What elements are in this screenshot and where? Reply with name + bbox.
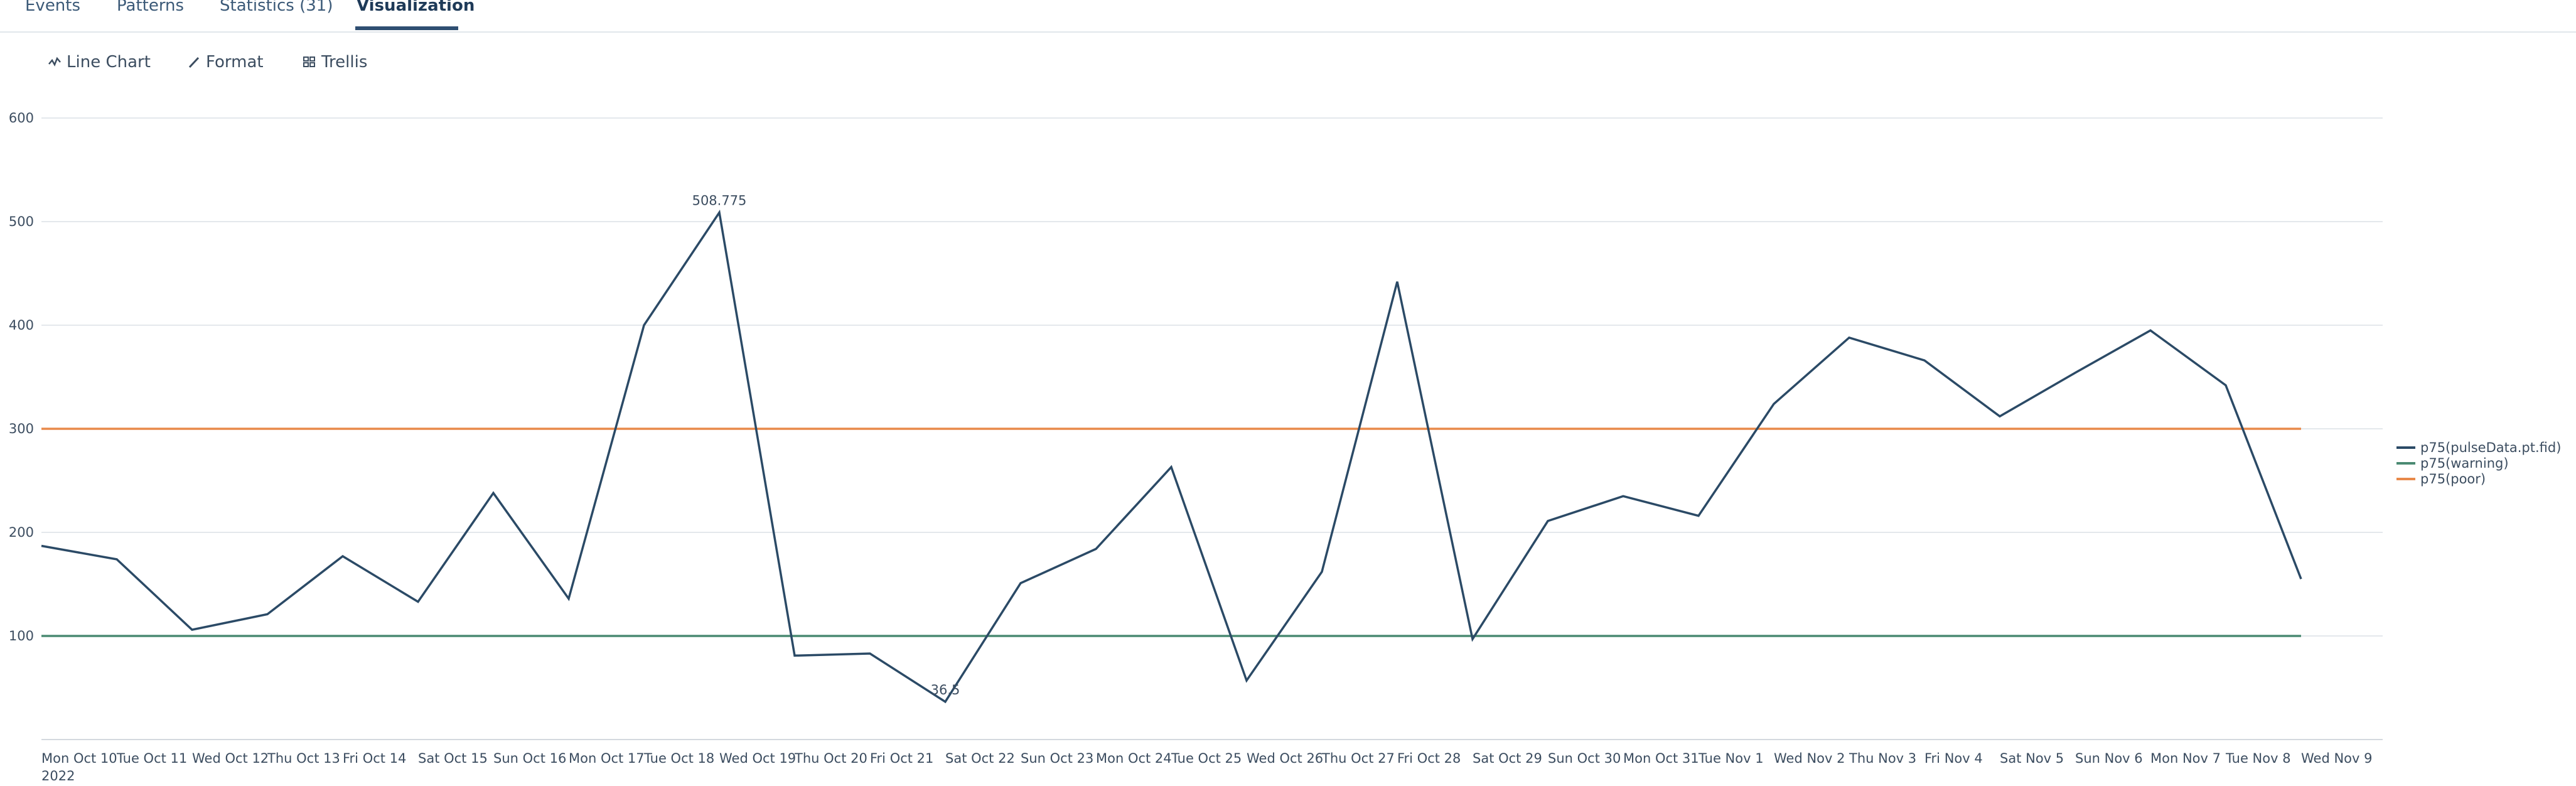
active-tab-indicator [355,26,458,30]
x-tick-label: Sat Nov 5 [2000,751,2064,766]
data-label: 36.5 [931,682,960,697]
format-label: Format [206,53,264,72]
tab-visualization[interactable]: Visualization [357,0,475,15]
y-tick-label: 100 [9,628,34,643]
y-tick-label: 200 [9,525,34,540]
x-tick-label: Thu Oct 20 [794,751,867,766]
x-tick-label: Wed Nov 2 [1774,751,1845,766]
brush-icon [187,55,201,69]
x-year-label: 2022 [41,768,75,783]
x-tick-label: Mon Oct 10 [41,751,117,766]
trellis-label: Trellis [321,53,368,72]
x-tick-label: Tue Oct 25 [1171,751,1242,766]
y-tick-label: 500 [9,214,34,229]
y-tick-label: 400 [9,318,34,333]
tab-patterns[interactable]: Patterns [117,0,185,15]
line-chart-icon [48,55,62,69]
x-tick-label: Mon Oct 17 [569,751,645,766]
x-tick-label: Tue Oct 11 [116,751,187,766]
data-label: 508.775 [692,193,747,208]
x-tick-label: Fri Oct 14 [343,751,406,766]
x-tick-label: Mon Oct 31 [1623,751,1699,766]
x-tick-label: Sun Oct 30 [1548,751,1621,766]
series-line [41,209,2302,704]
trellis-button[interactable]: Trellis [303,53,367,72]
x-tick-label: Sat Oct 22 [945,751,1015,766]
x-tick-label: Sun Nov 6 [2075,751,2143,766]
x-tick-label: Fri Oct 21 [870,751,933,766]
x-tick-label: Wed Oct 26 [1247,751,1323,766]
x-tick-label: Thu Nov 3 [1849,751,1916,766]
x-tick-label: Thu Oct 27 [1321,751,1395,766]
x-tick-label: Sat Oct 29 [1473,751,1542,766]
x-tick-label: Mon Oct 24 [1096,751,1172,766]
format-button[interactable]: Format [187,53,264,72]
legend-label: p75(warning) [2420,456,2509,471]
line-chart-label: Line Chart [67,53,151,72]
legend-label: p75(pulseData.pt.fid) [2420,440,2561,455]
legend-label: p75(poor) [2420,471,2486,487]
x-tick-label: Sat Oct 15 [418,751,488,766]
x-tick-label: Sun Oct 16 [493,751,566,766]
x-tick-label: Fri Oct 28 [1397,751,1461,766]
tab-statistics[interactable]: Statistics (31) [220,0,333,15]
x-tick-label: Wed Oct 19 [719,751,796,766]
x-tick-label: Mon Nov 7 [2150,751,2221,766]
x-tick-label: Wed Nov 9 [2301,751,2372,766]
x-tick-label: Tue Nov 1 [1698,751,1764,766]
x-tick-label: Tue Oct 18 [643,751,714,766]
x-tick-label: Sun Oct 23 [1021,751,1093,766]
y-tick-label: 600 [9,110,34,126]
x-tick-label: Tue Nov 8 [2225,751,2291,766]
x-tick-label: Wed Oct 12 [192,751,269,766]
x-tick-label: Thu Oct 13 [267,751,340,766]
y-tick-label: 300 [9,421,34,436]
tab-bar: Events Patterns Statistics (31) Visualiz… [0,0,2576,33]
x-tick-label: Fri Nov 4 [1924,751,1983,766]
line-chart-button[interactable]: Line Chart [48,53,151,72]
trellis-icon [303,55,316,69]
tab-events[interactable]: Events [25,0,81,15]
